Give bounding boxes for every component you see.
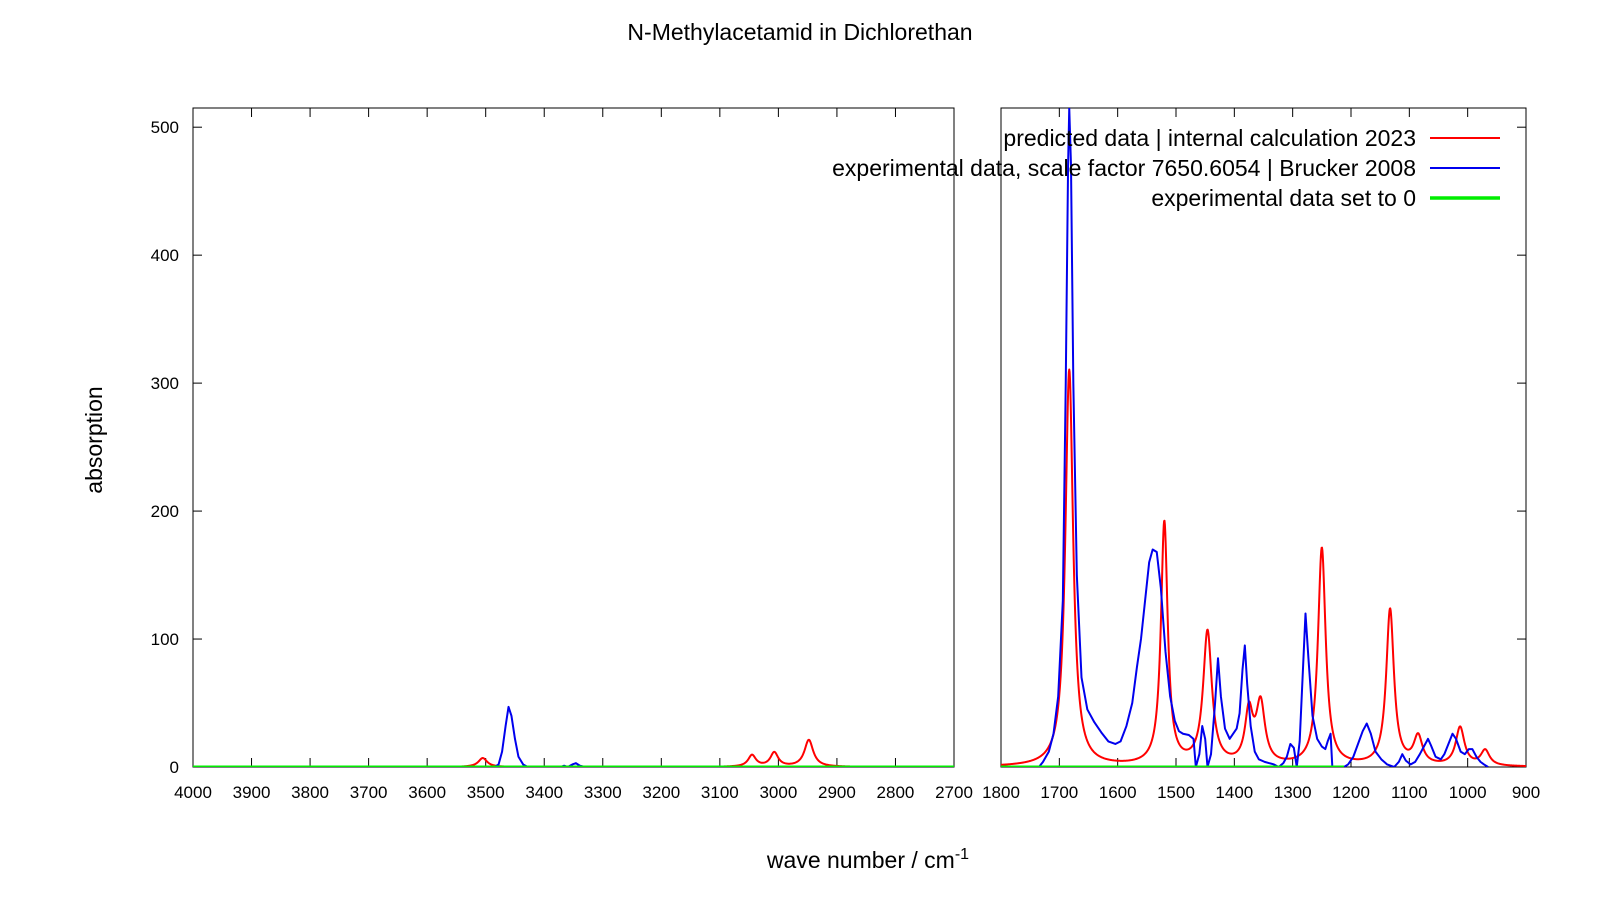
x-axis-title-text: wave number / cm <box>766 847 955 873</box>
x-tick-label: 1300 <box>1274 783 1312 802</box>
y-tick-label: 300 <box>151 374 179 393</box>
x-tick-label: 1800 <box>982 783 1020 802</box>
x-tick-label: 3000 <box>759 783 797 802</box>
y-tick-label: 100 <box>151 630 179 649</box>
x-tick-label: 1600 <box>1099 783 1137 802</box>
x-tick-label: 3900 <box>233 783 271 802</box>
legend-label-2: experimental data, scale factor 7650.605… <box>832 155 1416 181</box>
x-tick-label: 2700 <box>935 783 973 802</box>
y-tick-label: 500 <box>151 118 179 137</box>
panel-1: 4000 3900 3800 3700 3600 3500 3400 3300 3200 3100… <box>151 107 973 802</box>
x-tick-label: 1400 <box>1215 783 1253 802</box>
x-tick-label: 1700 <box>1040 783 1078 802</box>
panel-frame <box>192 107 955 768</box>
x-tick-label: 4000 <box>174 783 212 802</box>
x-tick-label: 1100 <box>1391 783 1428 802</box>
x-tick-label: 1000 <box>1449 783 1487 802</box>
y-tick-label: 200 <box>151 502 179 521</box>
x-axis-title: wave number / cm-1 <box>766 846 969 873</box>
x-tick-label: 1200 <box>1332 783 1370 802</box>
x-tick-label: 900 <box>1512 783 1540 802</box>
x-tick-label: 3800 <box>291 783 329 802</box>
series-line-2-panel-1 <box>493 705 586 767</box>
x-tick-label: 2800 <box>877 783 915 802</box>
x-tick-label: 3400 <box>525 783 563 802</box>
legend-label-3: experimental data set to 0 <box>1151 185 1416 211</box>
x-axis-title-superscript: -1 <box>955 846 969 863</box>
y-tick-label: 400 <box>151 246 179 265</box>
x-tick-label: 1500 <box>1157 783 1195 802</box>
y-axis-title: absorption <box>81 386 107 493</box>
x-tick-label: 3300 <box>584 783 622 802</box>
chart-title: N-Methylacetamid in Dichlorethan <box>627 19 972 45</box>
x-tick-label: 3700 <box>350 783 388 802</box>
series-line-1-panel-2 <box>1001 368 1526 767</box>
legend: predicted data | internal calculation 20… <box>832 125 1500 211</box>
x-tick-label: 3200 <box>642 783 680 802</box>
x-tick-label: 3500 <box>467 783 505 802</box>
x-tick-label: 3600 <box>408 783 446 802</box>
y-tick-label: 0 <box>170 758 179 777</box>
series-line-2-panel-2 <box>1038 108 1489 767</box>
x-tick-label: 2900 <box>818 783 856 802</box>
panel-2: 1800 1700 1600 1500 1400 1300 1200 1100 1000 900 <box>982 107 1540 802</box>
series-line-1-panel-1 <box>193 738 954 767</box>
x-tick-label: 3100 <box>701 783 739 802</box>
legend-label-1: predicted data | internal calculation 20… <box>1003 125 1416 151</box>
plot-panels: 4000 3900 3800 3700 3600 3500 3400 3300 3200 3100… <box>151 107 1540 802</box>
